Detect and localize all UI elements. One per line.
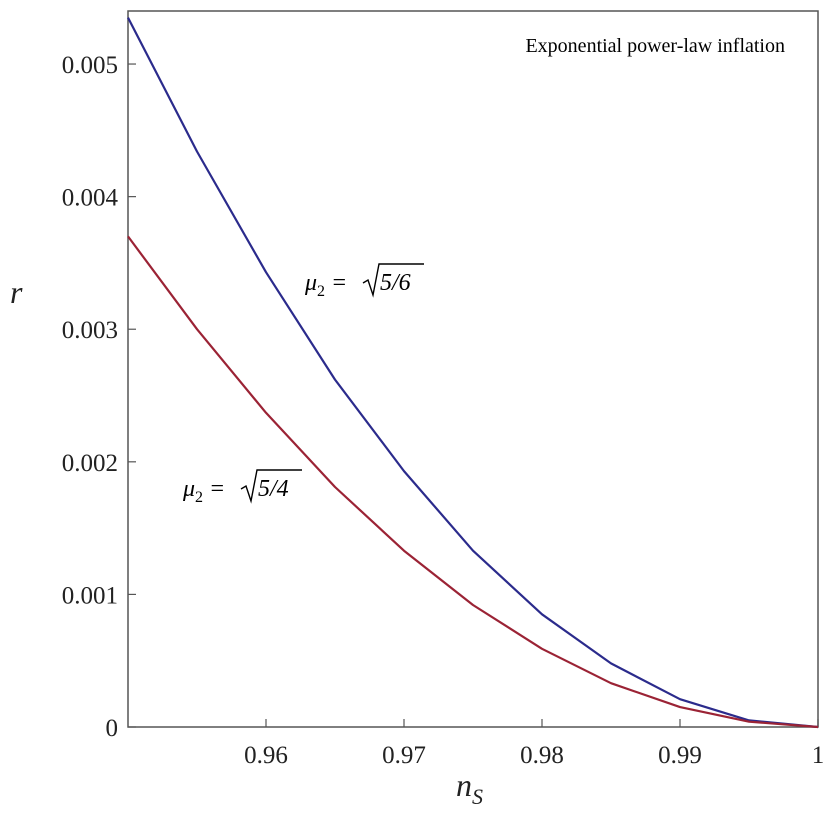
annot-2-radicand: 5/4	[258, 476, 289, 502]
x-tick-label: 0.97	[382, 742, 426, 769]
x-axis-label-sub: S	[472, 784, 483, 809]
x-axis-label: nS	[456, 767, 483, 809]
y-ticks: 0 0.001 0.002 0.003 0.004 0.005	[62, 52, 136, 742]
annot-2-eq: =	[203, 476, 225, 502]
x-ticks: 0.96 0.97 0.98 0.99 1	[244, 719, 824, 769]
annot-1-radicand: 5/6	[380, 270, 411, 296]
annot-2-sub: 2	[195, 489, 203, 506]
x-tick-label: 1	[812, 742, 825, 769]
y-axis-label: r	[10, 274, 23, 310]
series-annotation-1: μ2 = 5/6	[304, 263, 424, 300]
series-annotation-2: μ2 = 5/4	[182, 469, 302, 506]
plot-frame	[127, 10, 819, 728]
y-tick-label: 0.002	[62, 450, 118, 477]
annot-1-eq: =	[325, 270, 347, 296]
y-tick-label: 0.001	[62, 582, 118, 609]
series-line-2	[127, 235, 819, 729]
annot-2-sqrt-sign	[240, 469, 302, 504]
y-tick-label: 0.004	[62, 185, 119, 212]
y-tick-label: 0.005	[62, 52, 118, 79]
x-tick-label: 0.98	[520, 742, 564, 769]
y-tick-label: 0	[106, 715, 119, 742]
series-line-1	[127, 17, 819, 729]
series-lines	[127, 17, 819, 729]
annot-1-mu: μ	[304, 270, 317, 296]
x-axis-label-main: n	[456, 767, 472, 803]
x-tick-label: 0.96	[244, 742, 288, 769]
chart-title: Exponential power-law inflation	[525, 35, 785, 57]
svg-text:μ2 =: μ2 =	[182, 476, 225, 506]
annot-1-sqrt-sign	[362, 263, 424, 298]
annot-2-mu: μ	[182, 476, 195, 502]
x-tick-label: 0.99	[658, 742, 702, 769]
svg-text:μ2 =: μ2 =	[304, 270, 347, 300]
annot-1-sub: 2	[317, 283, 325, 300]
y-tick-label: 0.003	[62, 317, 118, 344]
